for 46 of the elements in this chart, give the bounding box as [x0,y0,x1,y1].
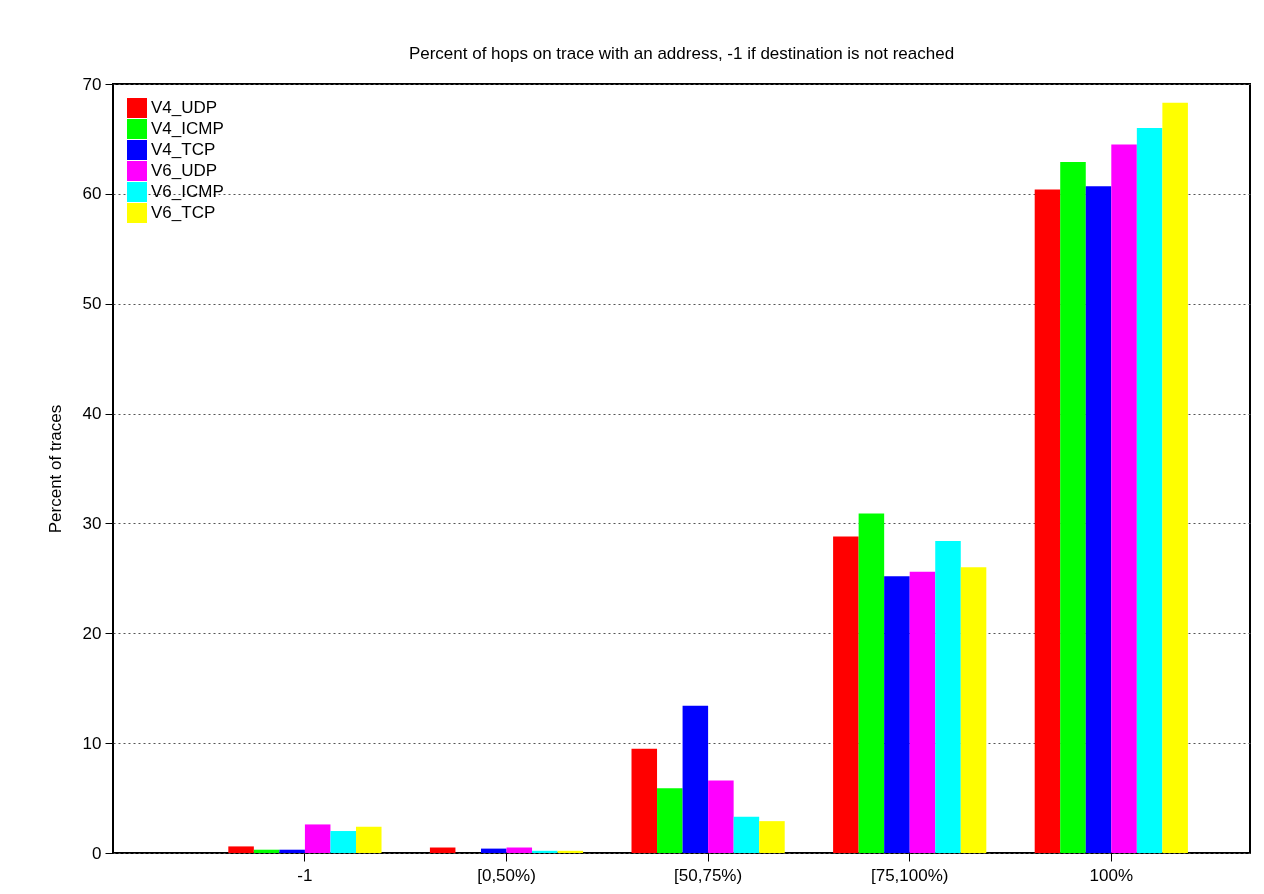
legend-label: V6_TCP [151,203,216,222]
bar [631,748,658,853]
bar [1034,189,1061,853]
bar [304,824,331,853]
bar [228,846,254,853]
chart-title: Percent of hops on trace with an address, -1 if destination is not reached [408,44,955,63]
bar [733,816,760,853]
bar [1111,144,1137,853]
bar [960,567,987,853]
y-tick-label: 70 [82,74,102,94]
legend-label: V6_ICMP [151,182,224,201]
bar [935,541,961,853]
x-tick-label: [50,75%) [674,865,743,885]
bar [480,848,507,853]
y-tick-label: 20 [82,623,102,643]
y-tick-label: 40 [82,404,102,424]
x-tick-label: 100% [1089,865,1134,885]
bar [330,831,356,853]
bar [279,849,305,853]
bar [858,513,885,853]
x-tick-label: [0,50%) [477,865,536,885]
y-tick-label: 0 [92,843,102,863]
x-tick-label: [75,100%) [870,865,949,885]
legend-label: V6_UDP [151,161,218,180]
bar [1162,102,1188,853]
bar [884,576,910,853]
y-tick-label: 30 [82,513,102,533]
bar [708,780,734,853]
y-tick-label: 50 [82,294,102,314]
bar [1060,162,1086,853]
legend-label: V4_UDP [151,98,218,117]
bar [759,821,785,853]
bar [1136,127,1163,853]
bar [657,788,683,853]
bar [355,826,382,853]
bar [833,536,859,853]
y-tick-label: 60 [82,184,102,204]
x-tick-label: -1 [297,865,313,885]
y-axis-title: Percent of traces [45,404,65,534]
y-tick-label: 10 [82,733,102,753]
bar [532,850,558,853]
bar [1085,186,1112,853]
legend-label: V4_ICMP [151,119,224,138]
legend-label: V4_TCP [151,140,216,159]
bar [909,571,936,853]
bar [682,705,709,853]
